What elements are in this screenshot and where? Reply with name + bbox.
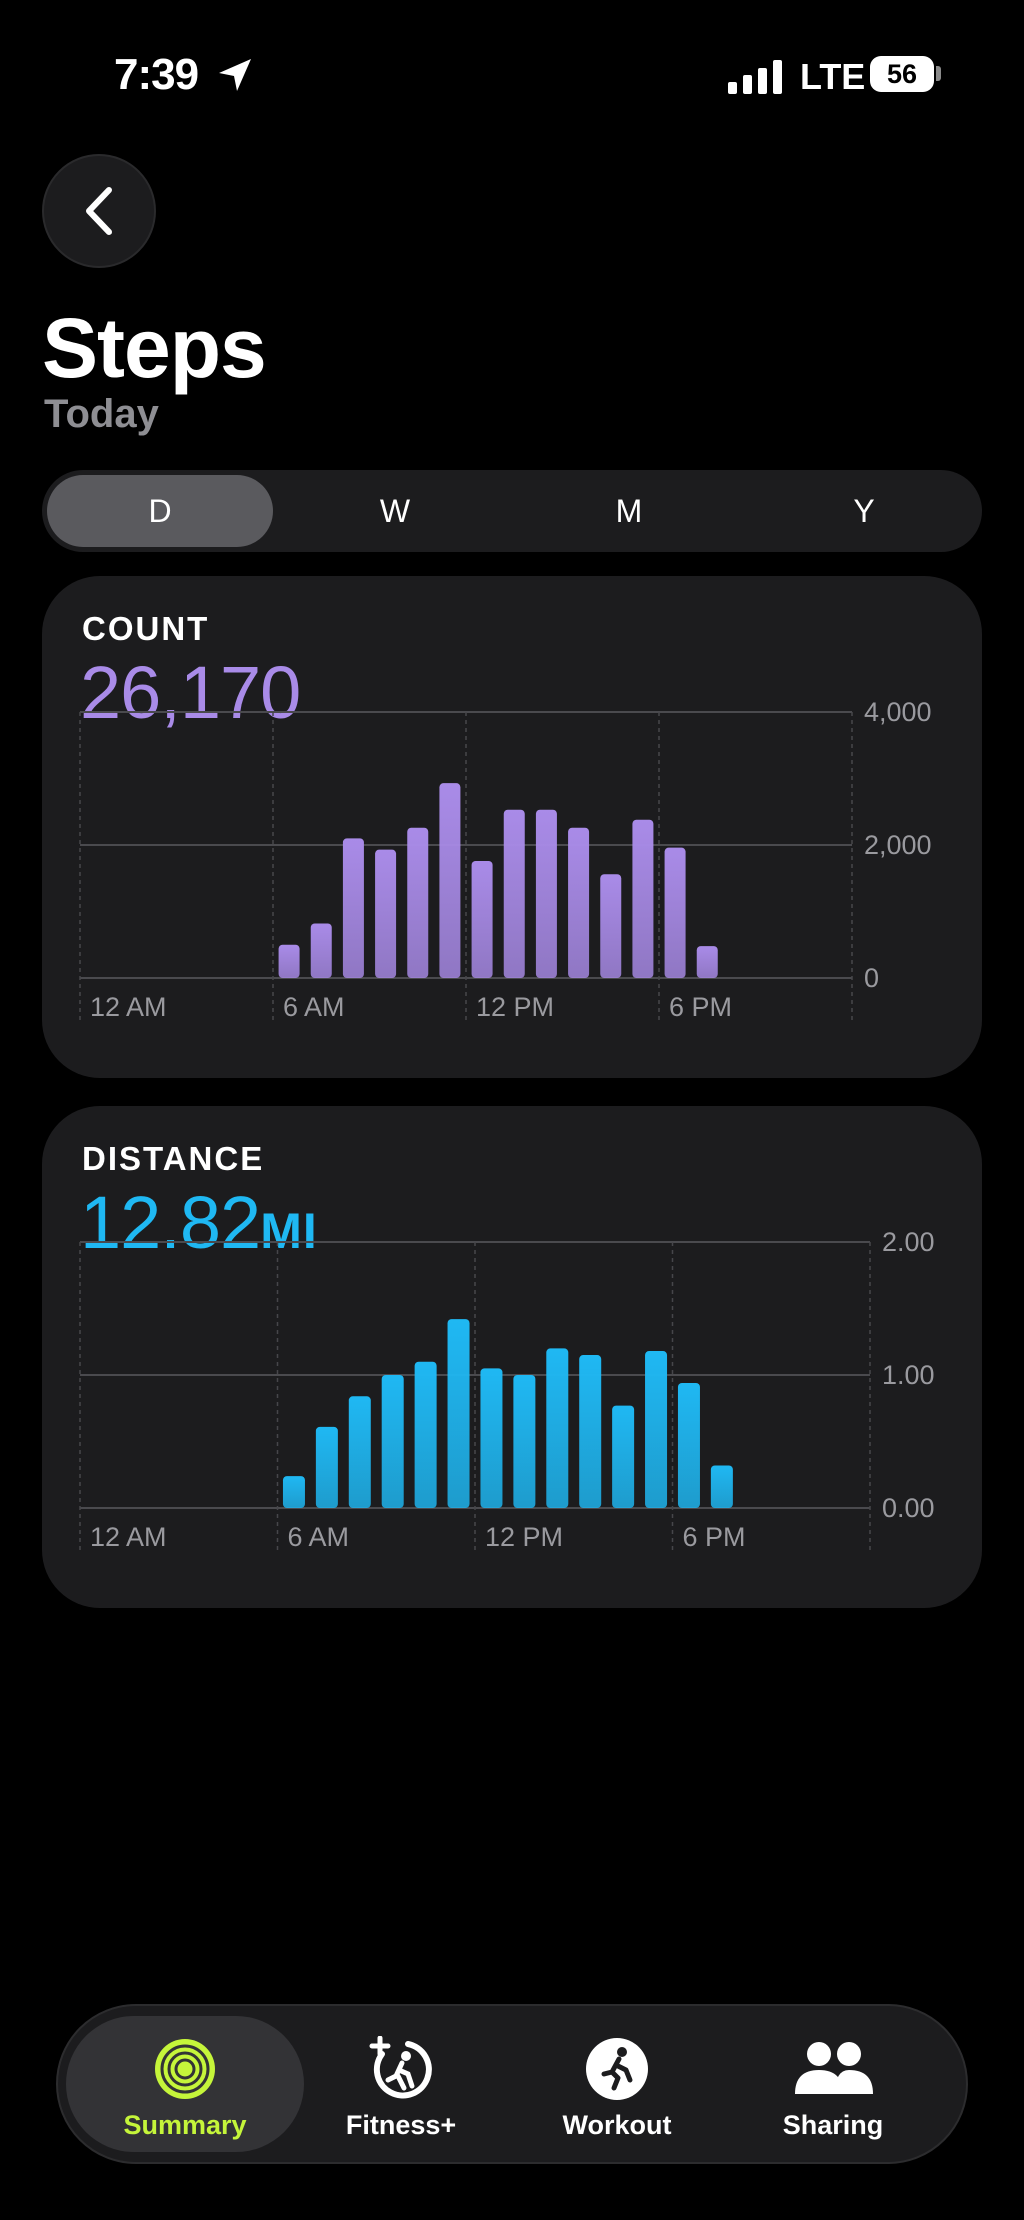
tab-summary[interactable]: Summary [66,2016,304,2152]
distance-chart-bar[interactable] [546,1348,569,1508]
tab-sharing[interactable]: Sharing [714,2016,952,2152]
tab-bar: Summary Fitness+ Workout Sharing [56,2004,968,2164]
distance-chart-bar[interactable] [480,1368,503,1508]
count-chart-x-tick-label: 12 AM [90,992,167,1022]
distance-card[interactable]: DISTANCE 12.82MI 2.00 1.00 0.00 12 AM 6 AM 12… [42,1106,982,1608]
count-chart-bar[interactable] [342,838,364,978]
count-chart-y-tick-label: 0 [864,963,879,993]
distance-chart-bar[interactable] [645,1351,668,1508]
battery-tip [936,66,941,81]
tab-workout[interactable]: Workout [498,2016,736,2152]
count-chart-bar[interactable] [439,783,461,978]
distance-number: 12.82 [80,1181,261,1264]
count-card[interactable]: COUNT 26,170 4,000 2,000 0 12 AM 6 AM 12 PM 6 … [42,576,982,1078]
count-chart-bar[interactable] [503,809,525,978]
time-range-selector: D W M Y [42,470,982,552]
count-chart-x-tick-label: 6 PM [669,992,732,1022]
status-bar: 7:39 LTE 56 [0,0,1024,150]
segment-year[interactable]: Y [853,493,875,529]
tab-fitness-plus[interactable]: Fitness+ [282,2016,520,2152]
distance-chart-y-tick-label: 0.00 [882,1493,935,1523]
distance-label: DISTANCE [82,1140,265,1177]
distance-chart-x-tick-label: 6 PM [683,1522,746,1552]
segment-day[interactable]: D [47,475,273,547]
count-chart-y-tick-label: 4,000 [864,697,932,727]
count-chart-bar[interactable] [568,827,590,978]
distance-chart-bar[interactable] [612,1405,635,1508]
count-chart-x-tick-label: 12 PM [476,992,554,1022]
distance-chart-bar[interactable] [677,1382,700,1508]
count-label: COUNT [82,610,210,647]
segment-week[interactable]: W [379,493,411,529]
activity-rings-icon [155,2039,215,2099]
page-subtitle: Today [44,392,159,436]
distance-chart-bar[interactable] [579,1355,602,1508]
distance-chart-bar[interactable] [315,1426,338,1508]
location-arrow-icon [219,59,251,91]
people-icon [795,2042,873,2094]
count-chart: 4,000 2,000 0 12 AM 6 AM 12 PM 6 PM [79,697,932,1022]
signal-strength-icon [728,60,782,94]
distance-chart-y-tick-label: 1.00 [882,1360,935,1390]
count-chart-bar[interactable] [535,809,557,978]
count-chart-bar[interactable] [278,944,300,978]
distance-chart-x-tick-label: 12 AM [90,1522,167,1552]
distance-chart-bar[interactable] [381,1375,404,1508]
fitness-plus-icon [369,2036,432,2099]
distance-value: 12.82MI [80,1180,318,1265]
tab-workout-label: Workout [562,2110,672,2140]
distance-chart: 2.00 1.00 0.00 12 AM 6 AM 12 PM 6 PM [79,1227,935,1552]
page-title: Steps [42,301,267,395]
running-figure-icon [586,2038,648,2100]
status-time: 7:39 [114,50,199,99]
count-chart-bar[interactable] [664,847,686,978]
count-chart-bar[interactable] [632,819,654,978]
distance-chart-x-tick-label: 12 PM [485,1522,563,1552]
network-type: LTE [800,56,866,97]
count-chart-bar[interactable] [310,923,332,978]
distance-chart-bar[interactable] [414,1361,437,1508]
count-chart-bar[interactable] [407,827,429,978]
count-chart-bar[interactable] [600,874,622,978]
count-chart-bar[interactable] [696,946,718,978]
count-chart-x-tick-label: 6 AM [283,992,345,1022]
tab-summary-label: Summary [123,2110,247,2140]
distance-unit: MI [260,1203,318,1259]
back-button[interactable] [42,154,156,268]
count-chart-y-tick-label: 2,000 [864,830,932,860]
tab-sharing-label: Sharing [782,2110,884,2140]
battery-level: 56 [886,59,918,89]
count-chart-bar[interactable] [375,849,397,978]
distance-chart-bar[interactable] [447,1319,470,1508]
distance-chart-bar[interactable] [710,1465,733,1508]
tab-fitness-plus-label: Fitness+ [345,2110,457,2140]
distance-chart-bar[interactable] [348,1396,371,1508]
count-value: 26,170 [80,651,301,734]
distance-chart-bar[interactable] [282,1476,305,1508]
chevron-left-icon [86,187,112,235]
distance-chart-x-tick-label: 6 AM [288,1522,350,1552]
segment-month[interactable]: M [615,493,643,529]
count-chart-bar[interactable] [471,860,493,978]
distance-chart-y-tick-label: 2.00 [882,1227,935,1257]
battery-icon: 56 [870,56,934,92]
distance-chart-bar[interactable] [513,1375,536,1508]
